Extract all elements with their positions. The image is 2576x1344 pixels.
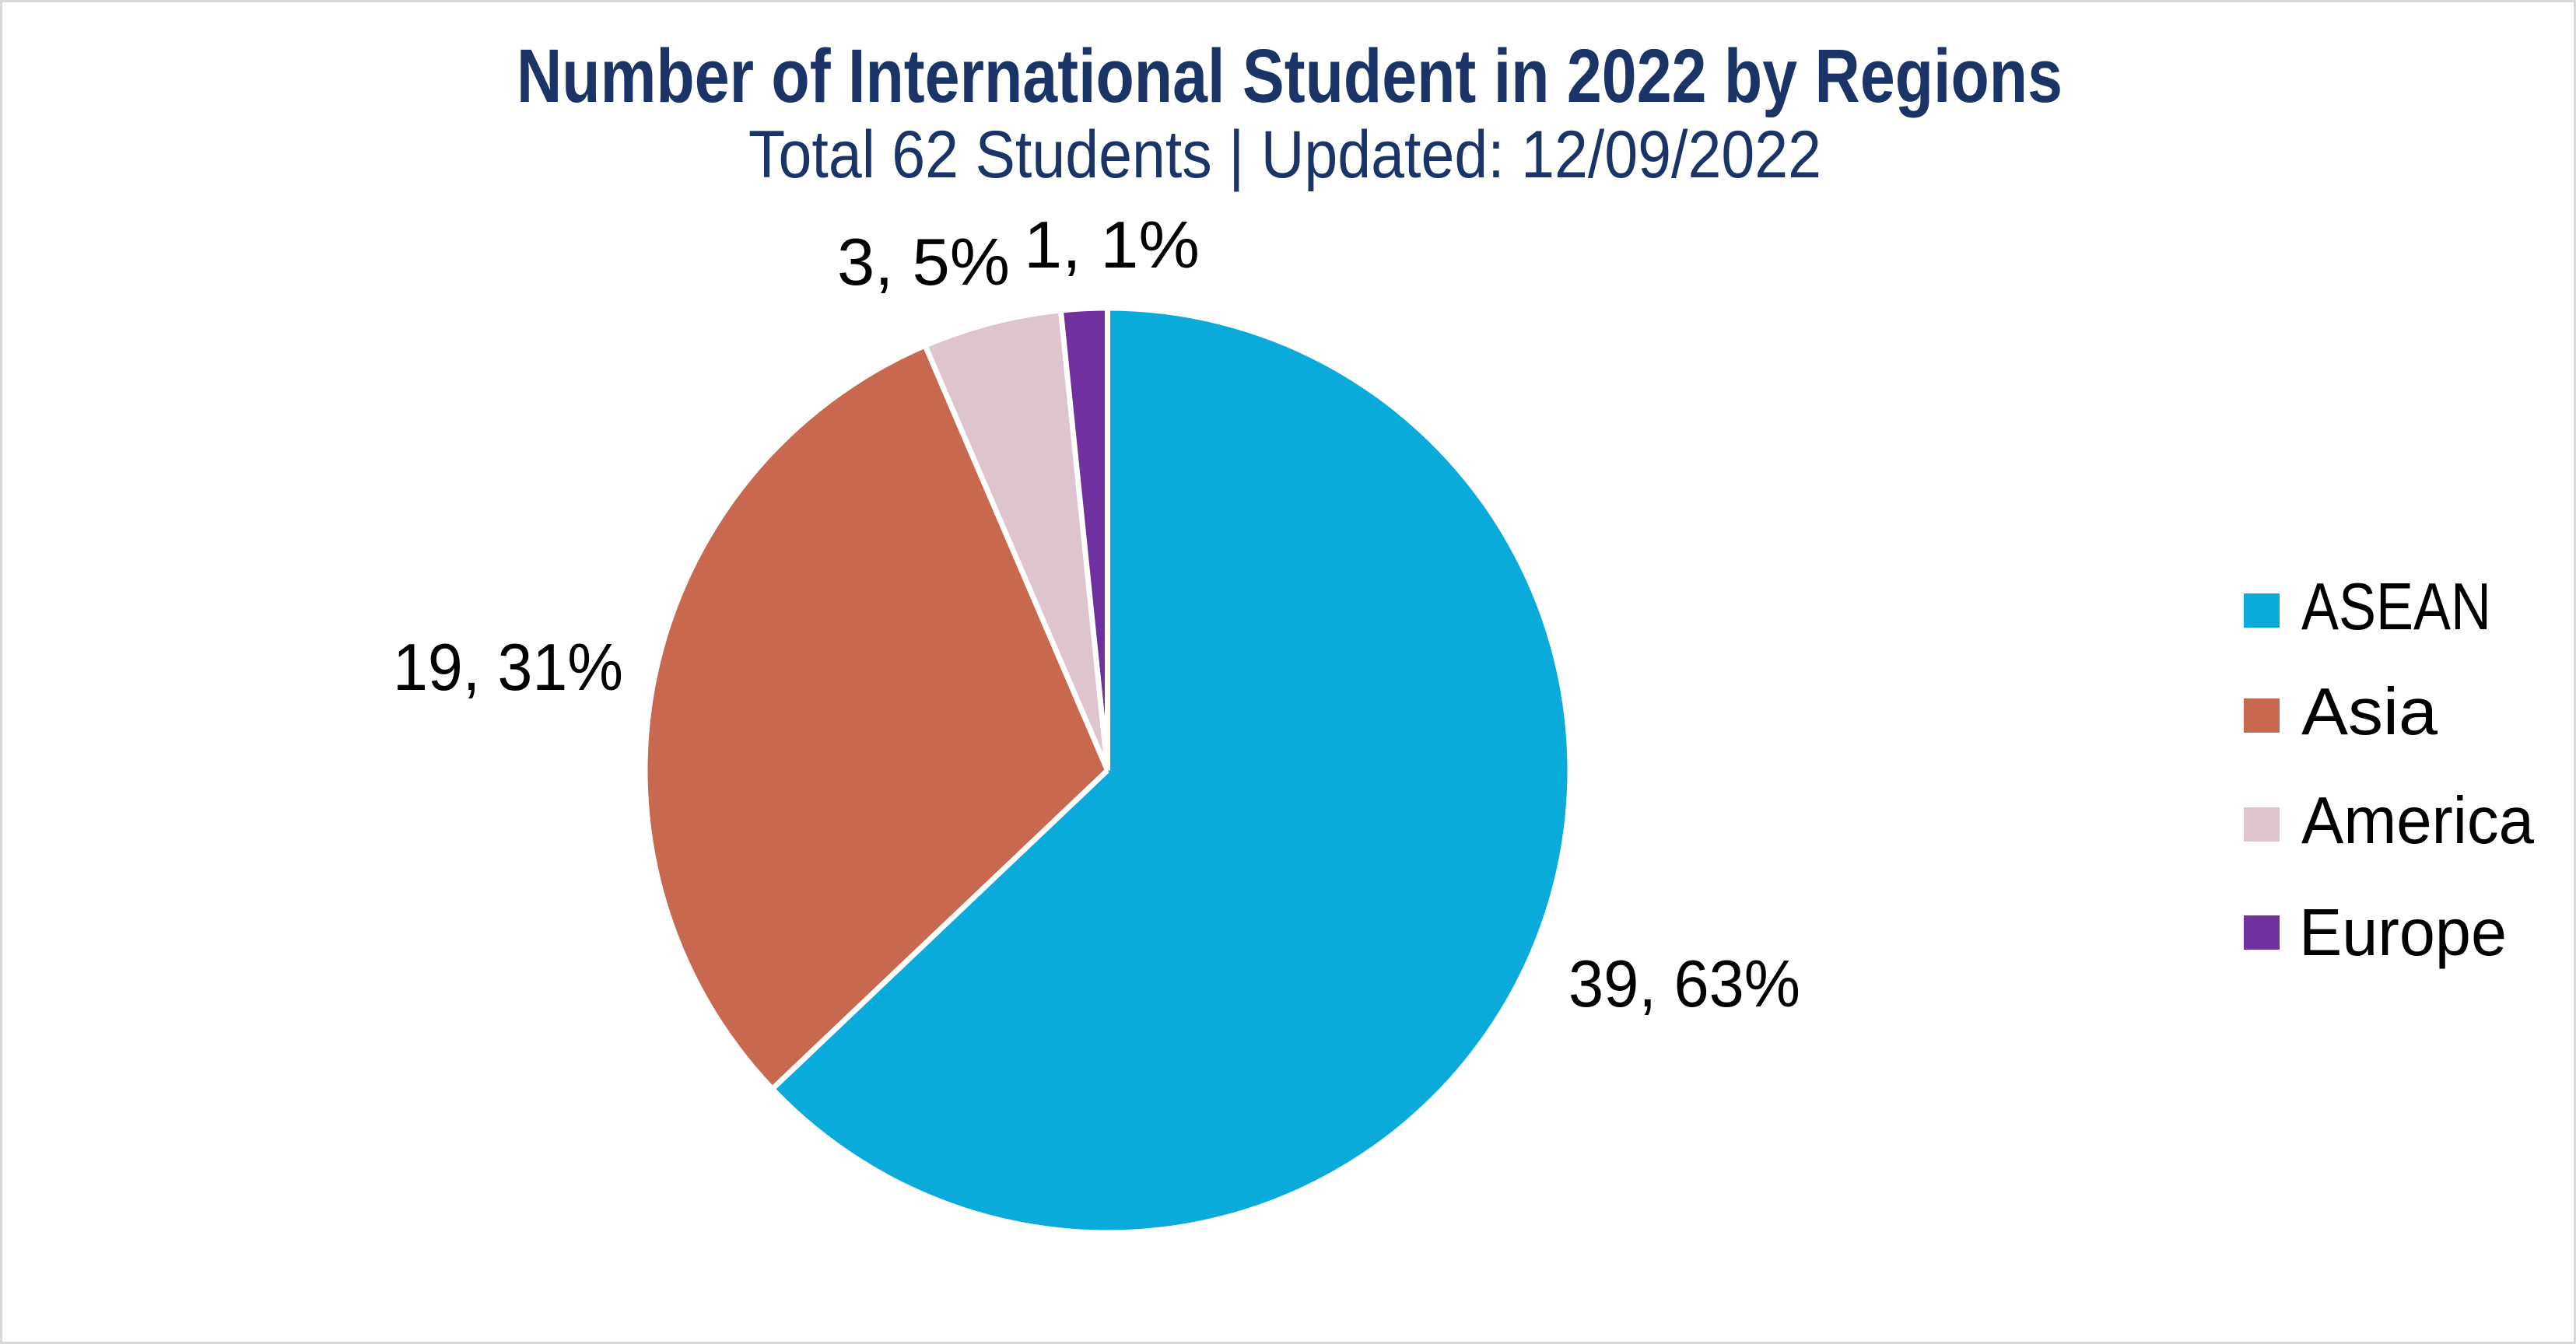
svg-text:Total 62 Students | Updated: 1: Total 62 Students | Updated: 12/09/2022 bbox=[748, 117, 1821, 192]
svg-text:Number of International Studen: Number of International Student in 2022 … bbox=[517, 33, 2063, 118]
svg-text:Europe: Europe bbox=[2299, 896, 2507, 970]
svg-text:Asia: Asia bbox=[2301, 675, 2438, 749]
svg-text:ASEAN: ASEAN bbox=[2301, 570, 2491, 644]
svg-text:39, 63%: 39, 63% bbox=[1568, 947, 1800, 1021]
svg-text:19, 31%: 19, 31% bbox=[393, 631, 623, 705]
svg-text:3, 5%: 3, 5% bbox=[837, 226, 1010, 299]
svg-text:America: America bbox=[2301, 784, 2535, 858]
svg-text:1, 1%: 1, 1% bbox=[1024, 208, 1200, 282]
